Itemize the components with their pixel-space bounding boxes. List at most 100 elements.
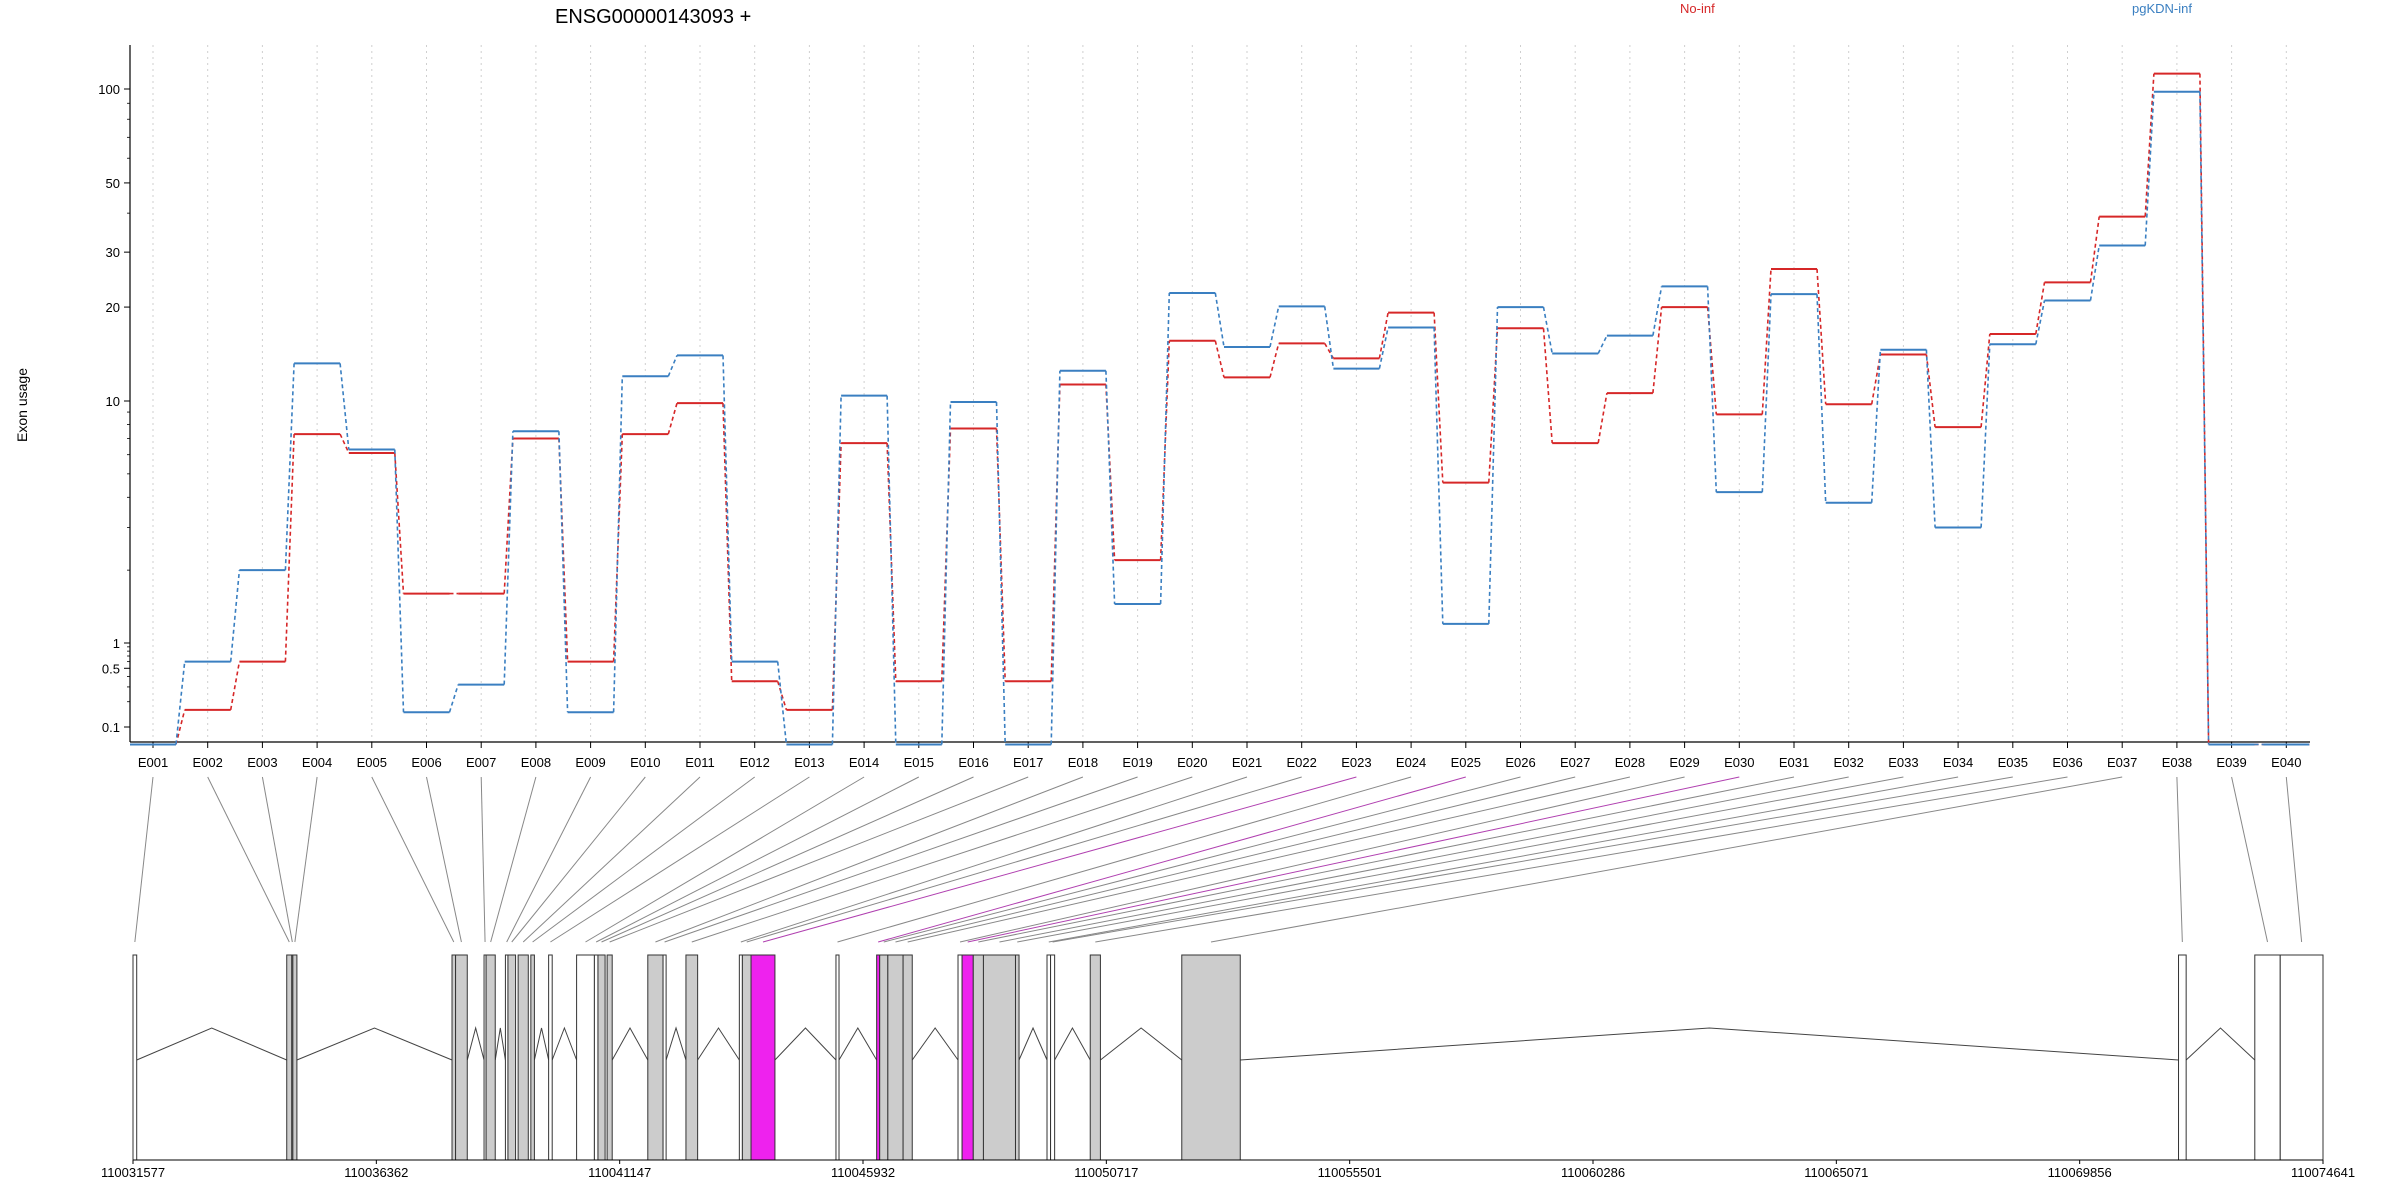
intron-line <box>533 1027 550 1061</box>
connector-pgkdn-inf <box>339 363 350 450</box>
coordinate-label: 110031577 <box>101 1165 165 1180</box>
exon-link-e017 <box>609 776 1029 943</box>
exon-box-e033 <box>1014 954 1020 1161</box>
exon-link-e032 <box>999 776 1849 943</box>
exon-connectors <box>134 776 2303 943</box>
connector-no-inf <box>995 428 1006 682</box>
legend-pgkdn-inf: pgKDN-inf <box>2132 1 2192 16</box>
coordinate-label: 110069856 <box>2048 1165 2112 1180</box>
intron-line <box>911 1027 959 1061</box>
exon-box-e013 <box>548 954 553 1161</box>
x-tick-label-e012: E012 <box>740 755 770 770</box>
exon-link-e037 <box>1210 776 2123 943</box>
connector-pgkdn-inf <box>1159 292 1171 604</box>
exon-box-e016 <box>597 954 606 1161</box>
exon-link-e038 <box>2176 776 2183 943</box>
exon-link-e001 <box>134 776 154 943</box>
connector-pgkdn-inf <box>1378 327 1389 369</box>
x-tick-label-e005: E005 <box>357 755 387 770</box>
exon-box-e019 <box>662 954 667 1161</box>
coordinate-label: 110041147 <box>588 1165 651 1180</box>
exon-box-e004 <box>292 954 298 1161</box>
connector-pgkdn-inf <box>1323 306 1335 369</box>
connector-pgkdn-inf <box>2089 245 2100 301</box>
exon-link-e027 <box>895 776 1576 943</box>
connector-pgkdn-inf <box>612 376 624 713</box>
exon-link-e010 <box>511 776 646 943</box>
exon-box-e029 <box>957 954 963 1161</box>
y-axis-title: Exon usage <box>14 368 30 442</box>
x-tick-label-e010: E010 <box>630 755 660 770</box>
chart-title: ENSG00000143093 + <box>555 6 751 28</box>
x-tick-label-e006: E006 <box>411 755 441 770</box>
x-tick-label-e040: E040 <box>2271 755 2301 770</box>
connector-pgkdn-inf <box>1761 294 1772 493</box>
x-tick-label-e038: E038 <box>2162 755 2192 770</box>
exon-link-e033 <box>1017 776 1904 943</box>
connector-pgkdn-inf <box>1050 370 1061 745</box>
x-tick-label-e023: E023 <box>1341 755 1371 770</box>
exon-link-e005 <box>371 776 455 943</box>
coordinate-label: 110074641 <box>2291 1165 2355 1180</box>
axes: 0.1 0.5 1 10 20 30 50 100 E001 E002 E003 E004 E005 E0… <box>98 45 2310 770</box>
exon-box-e015 <box>593 954 599 1161</box>
exon-box-e001 <box>132 954 138 1161</box>
x-tick-label-e017: E017 <box>1013 755 1043 770</box>
x-tick-label-e033: E033 <box>1888 755 1918 770</box>
intron-line <box>611 1026 649 1061</box>
gene-model: 110031577 110036362 110041147 110045932 1100… <box>101 954 2355 1180</box>
intron-line <box>466 1026 485 1061</box>
connector-no-inf <box>2035 282 2046 335</box>
x-tick-label-e034: E034 <box>1943 755 1973 770</box>
exon-link-e007 <box>480 776 486 943</box>
y-tick-label: 0.5 <box>102 661 120 676</box>
exon-link-e014 <box>585 776 865 943</box>
x-tick-label-e021: E021 <box>1232 755 1262 770</box>
exon-box-e038 <box>2178 954 2187 1161</box>
exon-box-e032 <box>982 954 1016 1161</box>
connector-pgkdn-inf <box>886 395 897 745</box>
exon-link-e012 <box>532 776 755 943</box>
connector-no-inf <box>284 434 295 662</box>
connector-pgkdn-inf <box>1706 286 1718 493</box>
connector-pgkdn-inf <box>1542 306 1553 354</box>
x-tick-label-e029: E029 <box>1669 755 1699 770</box>
connector-pgkdn-inf <box>2199 91 2210 745</box>
intron-line <box>494 1027 506 1061</box>
exon-link-e024 <box>837 776 1412 943</box>
exon-link-e022 <box>746 776 1302 943</box>
exon-link-e009 <box>506 776 592 943</box>
exon-link-e019 <box>664 776 1138 943</box>
connector-no-inf <box>1816 268 1827 405</box>
x-tick-label-e019: E019 <box>1122 755 1152 770</box>
connector-no-inf <box>1761 268 1772 415</box>
exon-link-e021 <box>740 776 1248 943</box>
connector-pgkdn-inf <box>1488 307 1499 624</box>
connector-no-inf <box>1597 392 1608 444</box>
exon-link-e002 <box>207 776 290 943</box>
exon-box-e040 <box>2279 954 2324 1161</box>
intron-line <box>1240 1027 2179 1061</box>
connector-no-inf <box>175 709 186 745</box>
connector-no-inf <box>1214 340 1225 378</box>
connector-pgkdn-inf <box>1214 292 1225 348</box>
exon-box-e037 <box>1181 954 1241 1161</box>
connector-no-inf <box>394 452 405 594</box>
connector-pgkdn-inf <box>503 431 514 685</box>
coordinate-label: 110055501 <box>1318 1165 1382 1180</box>
exon-link-e011 <box>522 776 701 943</box>
connector-no-inf <box>1159 340 1171 561</box>
x-tick-label-e025: E025 <box>1451 755 1481 770</box>
connector-pgkdn-inf <box>1980 344 1991 528</box>
exon-box-e014 <box>576 954 595 1161</box>
x-tick-label-e007: E007 <box>466 755 496 770</box>
connector-pgkdn-inf <box>2035 300 2046 345</box>
connector-no-inf <box>339 433 350 454</box>
connector-pgkdn-inf <box>1925 349 1936 528</box>
connector-pgkdn-inf <box>1652 286 1663 336</box>
coordinate-label: 110050717 <box>1074 1165 1138 1180</box>
x-tick-label-e008: E008 <box>521 755 551 770</box>
x-tick-label-e015: E015 <box>904 755 934 770</box>
exon-box-e028 <box>902 954 913 1161</box>
exon-link-e031 <box>978 776 1795 943</box>
